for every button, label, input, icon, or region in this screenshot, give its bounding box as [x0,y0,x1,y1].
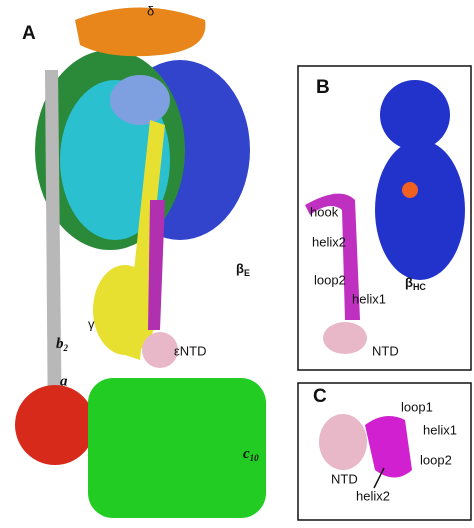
epsilon-ntd [142,332,178,368]
epsilon-ctd [305,193,360,320]
epsilon-helices [365,416,412,478]
epsilon-helix [148,200,165,330]
ntd-label: NTD [372,343,399,358]
panel-label: C [313,386,327,407]
delta-subunit [75,7,206,57]
beta-body [375,140,465,280]
beta-e-label: βE [236,261,250,278]
nucleotide [402,182,418,198]
loop2-label: loop2 [420,452,452,467]
helix2-label: helix2 [356,488,390,503]
light-blue-domain [110,75,170,125]
epsilon-ntd-label: εNTD [174,343,207,358]
gamma-domain [93,265,157,355]
hook-label: hook [310,204,339,219]
panel-b-frame [297,65,472,371]
helix1-label: helix1 [352,291,386,306]
label-main: b [56,336,64,352]
c10-ring [88,378,266,518]
loop1-label: loop1 [401,399,433,414]
panel-label: B [316,77,330,98]
delta-label: δ [147,3,154,18]
gamma-label: γ [88,316,95,331]
b2-stalk [45,70,62,440]
c10-label: c10 [243,446,259,463]
panel-a-structure [15,7,266,518]
label-sub: 2 [63,343,69,353]
label-main: β [405,275,413,290]
epsilon-ntd [323,322,367,354]
beta-top [380,80,450,150]
a-label: a [60,373,68,389]
loop2-label: loop2 [314,272,346,287]
label-sub: HC [413,282,426,292]
arrow [373,467,385,489]
label-main: β [236,261,244,276]
helix1-label: helix1 [423,422,457,437]
panel-label: A [22,23,36,44]
beta-hc-label: βHC [405,275,426,292]
epsilon-ntd [319,414,367,470]
panel-c-frame [297,382,472,521]
helix2-label: helix2 [312,234,346,249]
label-sub: E [244,268,250,278]
a-subunit [15,385,95,465]
b2-label: b2 [56,336,69,353]
ntd-label: NTD [331,471,358,486]
label-sub: 10 [250,453,260,463]
label-main: c [243,446,250,462]
